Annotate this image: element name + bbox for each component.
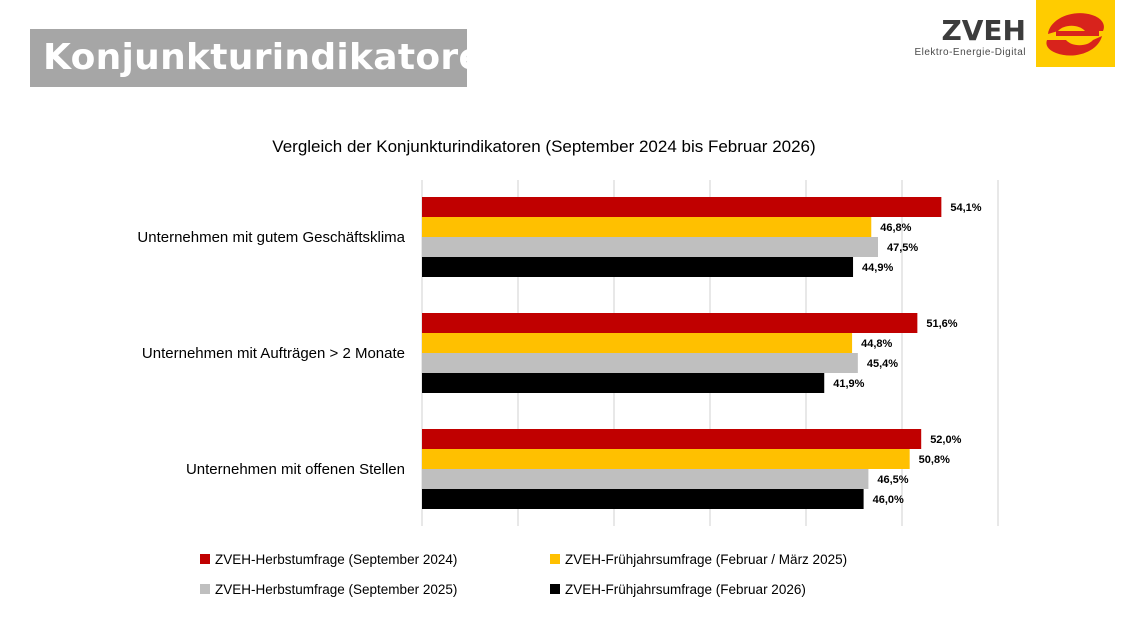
legend-label: ZVEH-Herbstumfrage (September 2024): [215, 552, 457, 567]
bar: [422, 257, 854, 277]
page-title: Konjunkturindikatoren: [30, 29, 509, 87]
chart-title: Vergleich der Konjunkturindikatoren (Sep…: [272, 137, 815, 156]
legend-label: ZVEH-Frühjahrsumfrage (Februar / März 20…: [565, 552, 847, 567]
brand-block: ZVEH Elektro-Energie-Digital: [914, 14, 1026, 59]
bar: [422, 469, 869, 489]
bar: [422, 217, 872, 237]
legend-label: ZVEH-Herbstumfrage (September 2025): [215, 582, 457, 597]
bar: [422, 313, 918, 333]
bar: [422, 373, 825, 393]
bar: [422, 489, 864, 509]
category-label: Unternehmen mit gutem Geschäftsklima: [137, 229, 405, 246]
zveh-logo-icon: [1046, 13, 1104, 56]
legend-swatch: [550, 584, 560, 594]
data-label: 41,9%: [833, 378, 864, 390]
bar: [422, 197, 942, 217]
bar: [422, 353, 858, 373]
legend-label: ZVEH-Frühjahrsumfrage (Februar 2026): [565, 582, 806, 597]
data-label: 47,5%: [887, 242, 918, 254]
data-label: 46,5%: [877, 474, 908, 486]
data-label: 44,8%: [861, 338, 892, 350]
legend-swatch: [200, 584, 210, 594]
legend-swatch: [200, 554, 210, 564]
data-label: 54,1%: [950, 202, 981, 214]
brand-name: ZVEH: [941, 14, 1026, 47]
zveh-logo: [1036, 0, 1115, 67]
category-label: Unternehmen mit offenen Stellen: [186, 461, 405, 478]
data-label: 44,9%: [862, 262, 893, 274]
bar: [422, 429, 922, 449]
legend-swatch: [550, 554, 560, 564]
data-label: 50,8%: [919, 454, 950, 466]
data-label: 46,8%: [880, 222, 911, 234]
brand-tagline: Elektro-Energie-Digital: [914, 47, 1026, 58]
category-label: Unternehmen mit Aufträgen > 2 Monate: [142, 345, 405, 362]
bar: [422, 237, 878, 257]
data-label: 45,4%: [867, 358, 898, 370]
data-label: 51,6%: [926, 318, 957, 330]
bar: [422, 449, 910, 469]
data-label: 52,0%: [930, 434, 961, 446]
data-label: 46,0%: [873, 494, 904, 506]
bar: [422, 333, 853, 353]
